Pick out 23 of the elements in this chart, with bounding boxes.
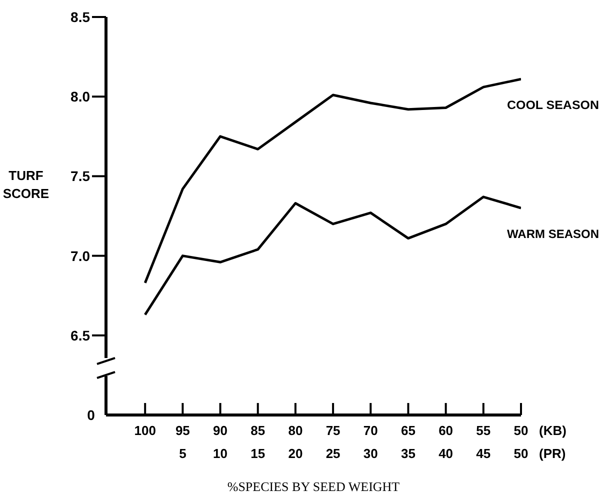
x-tick-label: 75 25 xyxy=(326,423,340,461)
x-tick-label: 50 50 xyxy=(514,423,528,461)
x-tick-label: 85 15 xyxy=(250,423,266,461)
x-tick-label: 95 5 xyxy=(175,423,190,461)
x-tick-label: 80 20 xyxy=(288,423,303,461)
text: (KB) xyxy=(539,423,566,438)
series-label: COOL SEASON xyxy=(507,98,599,112)
text: (PR) xyxy=(539,446,566,461)
x-tick-label: 65 35 xyxy=(400,423,416,461)
y-tick-label: 8.0 xyxy=(70,88,90,105)
y-tick-label: 6.5 xyxy=(70,327,90,344)
x-axis-title: %SPECIES BY SEED WEIGHT xyxy=(227,479,400,494)
y-tick-label: 7.0 xyxy=(70,248,90,264)
x-tick-label: 60 40 xyxy=(438,423,454,461)
x-tick-label: 90 10 xyxy=(213,423,228,461)
x-tick-label: 55 45 xyxy=(476,423,491,461)
series-label: WARM SEASON xyxy=(507,227,600,242)
y-tick-label: 7.5 xyxy=(70,168,90,184)
y-axis-title: TURF SCORE xyxy=(2,168,50,201)
y-tick-label: 8.5 xyxy=(70,8,90,25)
x-tick-label: 70 30 xyxy=(363,423,378,461)
text: 0 xyxy=(87,407,96,423)
x-tick-label: 100 xyxy=(134,423,156,438)
